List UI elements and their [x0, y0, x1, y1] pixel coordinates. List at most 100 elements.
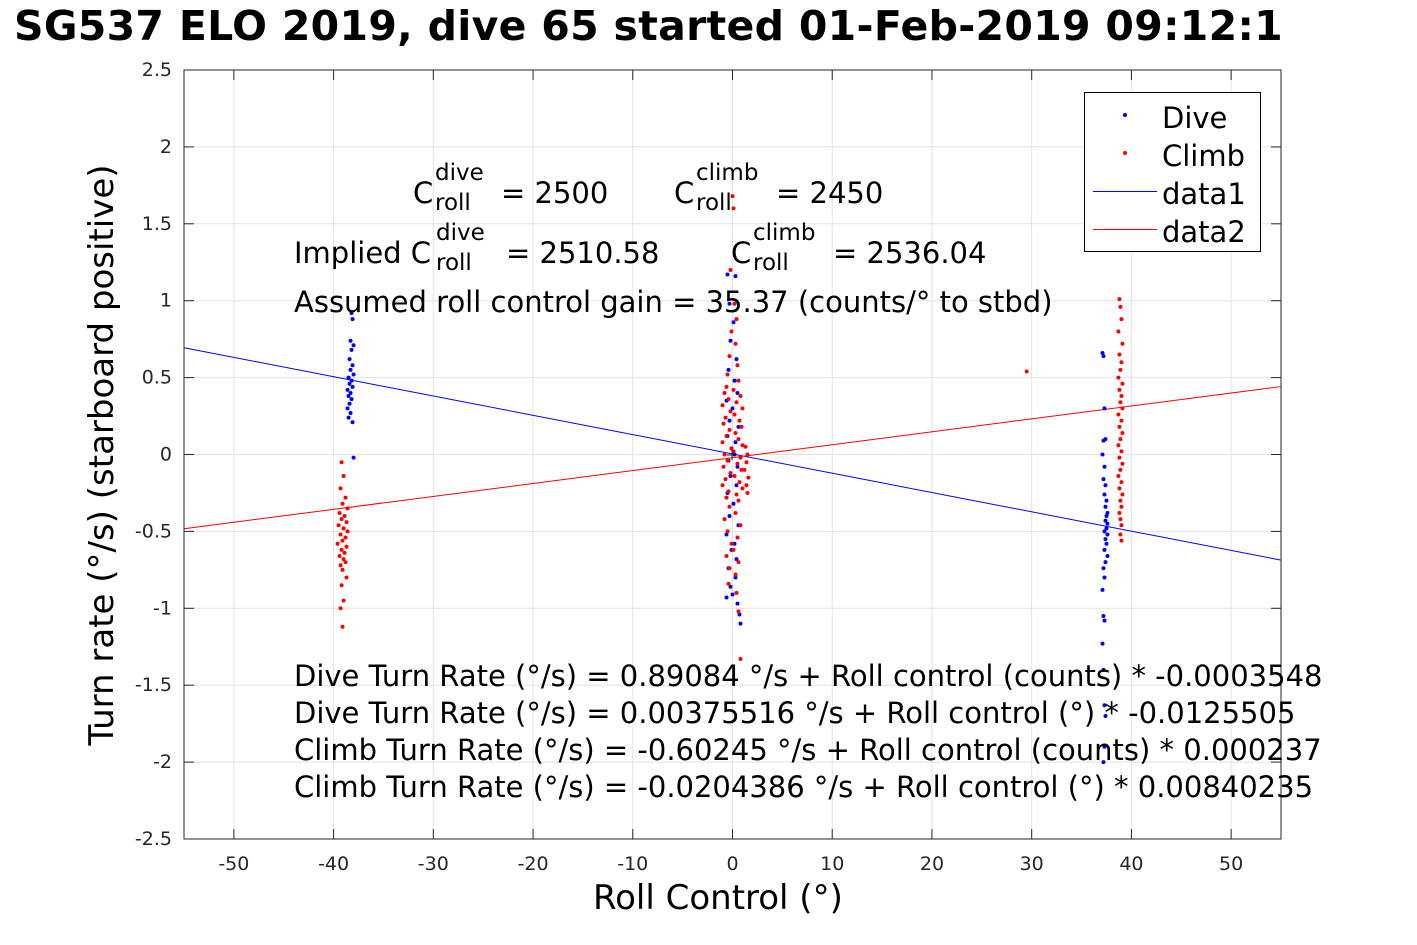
point-climb — [736, 560, 741, 565]
y-tick-label: -1.5 — [135, 674, 172, 696]
point-dive — [731, 320, 736, 325]
point-climb — [336, 523, 341, 528]
point-climb — [1120, 341, 1125, 346]
point-climb — [727, 504, 732, 509]
y-tick-label: 0 — [160, 444, 172, 466]
x-tick-label: -50 — [218, 853, 249, 875]
legend-item-dive: Dive — [1085, 97, 1260, 135]
point-climb — [1119, 317, 1124, 322]
point-dive — [727, 514, 732, 519]
point-dive — [1104, 514, 1109, 519]
point-climb — [736, 437, 741, 442]
point-dive — [350, 363, 355, 368]
point-climb — [1120, 492, 1125, 497]
point-climb — [339, 583, 344, 588]
point-climb — [1119, 504, 1124, 509]
point-climb — [338, 606, 343, 611]
scatter-points — [335, 194, 1125, 765]
point-climb — [1120, 430, 1125, 435]
point-dive — [728, 474, 733, 479]
x-tick-label: 0 — [726, 853, 738, 875]
point-dive — [1102, 464, 1107, 469]
point-climb — [724, 384, 729, 389]
point-dive — [1104, 541, 1109, 546]
point-climb — [729, 329, 734, 334]
implied-c-roll-dive: Implied C dive roll = 2510.58 — [294, 220, 660, 276]
point-dive — [1104, 498, 1109, 503]
point-climb — [720, 403, 725, 408]
axis-ticks: -50 -40 -30 -20 -10 0 10 20 30 40 50-2.5-2-1.5-1-0… — [135, 59, 1281, 875]
y-tick-label: -0.5 — [135, 520, 172, 542]
point-dive — [348, 338, 353, 343]
point-climb — [739, 467, 744, 472]
x-tick-label: -20 — [518, 853, 549, 875]
crosshair-marker — [727, 450, 737, 460]
point-dive — [734, 483, 739, 488]
legend-item-data1: data1 — [1085, 173, 1260, 211]
y-tick-label: 2.5 — [142, 59, 172, 81]
point-climb — [744, 483, 749, 488]
gain-annotation: Assumed roll control gain = 35.37 (count… — [294, 285, 1053, 319]
point-dive — [727, 418, 732, 423]
point-climb — [725, 458, 730, 463]
point-dive — [1101, 760, 1106, 765]
point-dive — [1103, 713, 1108, 718]
point-climb — [339, 460, 344, 465]
point-climb — [746, 475, 751, 480]
point-dive — [1100, 587, 1105, 592]
x-tick-label: 20 — [920, 853, 944, 875]
point-dive — [724, 532, 729, 537]
legend-item-data2: data2 — [1085, 211, 1260, 249]
point-climb — [733, 341, 738, 346]
point-climb — [340, 501, 345, 506]
point-climb — [731, 387, 736, 392]
point-dive — [1101, 613, 1106, 618]
point-climb — [735, 363, 740, 368]
point-dive — [1102, 703, 1107, 708]
point-climb — [733, 510, 738, 515]
point-dive — [1103, 483, 1108, 488]
point-dive — [732, 541, 737, 546]
point-dive — [1101, 477, 1106, 482]
point-dive — [350, 420, 355, 425]
point-climb — [732, 301, 737, 306]
point-dive — [732, 378, 737, 383]
point-dive — [1102, 547, 1107, 552]
point-dive — [731, 501, 736, 506]
point-dive — [733, 274, 738, 279]
point-climb — [340, 567, 345, 572]
point-dive — [725, 272, 730, 277]
point-climb — [1118, 367, 1123, 372]
point-climb — [1119, 394, 1124, 399]
point-dive — [349, 378, 354, 383]
point-dive — [726, 367, 731, 372]
y-tick-label: 1 — [160, 290, 172, 312]
point-climb — [337, 554, 342, 559]
point-climb — [740, 406, 745, 411]
point-climb — [1118, 400, 1123, 405]
point-climb — [1024, 369, 1029, 374]
point-dive — [348, 390, 353, 395]
point-dive — [1101, 438, 1106, 443]
point-dive — [1102, 575, 1107, 580]
point-dive — [738, 621, 743, 626]
point-climb — [339, 547, 344, 552]
y-axis-label: Turn rate (°/s) (starboard positive) — [82, 164, 122, 746]
point-climb — [1119, 418, 1124, 423]
point-climb — [1119, 360, 1124, 365]
point-dive — [735, 601, 740, 606]
point-climb — [1118, 498, 1123, 503]
point-climb — [1117, 352, 1122, 357]
point-dive — [733, 440, 738, 445]
x-tick-label: 50 — [1219, 853, 1243, 875]
point-climb — [734, 590, 739, 595]
point-climb — [727, 427, 732, 432]
point-dive — [350, 317, 355, 322]
point-climb — [721, 464, 726, 469]
point-dive — [1100, 350, 1105, 355]
point-dive — [730, 592, 735, 597]
legend-line-data2 — [1093, 229, 1157, 230]
point-climb — [341, 474, 346, 479]
point-climb — [743, 444, 748, 449]
point-climb — [1118, 437, 1123, 442]
